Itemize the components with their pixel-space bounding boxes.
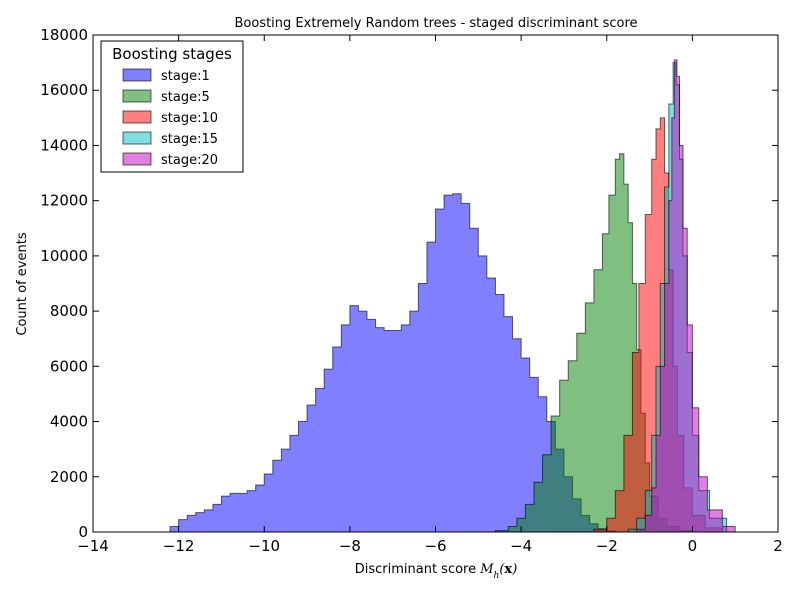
legend-swatch-4 (122, 131, 152, 145)
legend-title: Boosting stages (112, 45, 232, 63)
series-area-1 (161, 193, 616, 533)
y-axis-label: Count of events (15, 232, 30, 335)
x-axis-label: Discriminant score Mh(x) (355, 562, 518, 581)
y-tick-label: 14000 (40, 136, 88, 154)
x-tick-label: −6 (424, 537, 446, 555)
y-tick-label: 8000 (50, 302, 88, 320)
y-tick-label: 16000 (40, 81, 88, 99)
y-tick-label: 4000 (50, 413, 88, 431)
x-tick-label: −4 (510, 537, 532, 555)
y-tick-label: 10000 (40, 247, 88, 265)
x-tick-label: −14 (77, 537, 109, 555)
y-tick-label: 0 (78, 523, 88, 541)
series-area-5 (623, 59, 736, 533)
legend-box (100, 40, 244, 173)
x-tick-label: −12 (163, 537, 195, 555)
x-axis-label-text: Discriminant score (355, 562, 481, 577)
legend-swatch-5 (122, 152, 152, 166)
legend-swatch-3 (122, 110, 152, 124)
plot-area (161, 59, 736, 533)
x-tick-label: 2 (773, 537, 783, 555)
legend-label-4: stage:15 (161, 132, 218, 147)
x-tick-label: −8 (339, 537, 361, 555)
y-tick-label: 6000 (50, 357, 88, 375)
y-tick-label: 2000 (50, 468, 88, 486)
x-axis-label-math: Mh(x) (479, 562, 517, 581)
legend: Boosting stages stage:1 stage:5 stage:10 sta… (100, 40, 244, 173)
y-tick-label: 12000 (40, 192, 88, 210)
legend-label-1: stage:1 (161, 69, 210, 84)
legend-label-2: stage:5 (161, 90, 210, 105)
legend-swatch-2 (122, 89, 152, 103)
legend-label-3: stage:10 (161, 111, 218, 126)
x-tick-label: −10 (248, 537, 280, 555)
axis-ticks: −14 −12 −10 −8 −6 −4 −2 0 2 0 2000 4000 6000 8000 1000… (40, 26, 782, 555)
legend-swatch-1 (122, 68, 152, 82)
y-tick-label: 18000 (40, 26, 88, 44)
x-tick-label: 0 (688, 537, 698, 555)
chart-title: Boosting Extremely Random trees - staged… (234, 16, 637, 31)
x-tick-label: −2 (596, 537, 618, 555)
legend-label-5: stage:20 (161, 153, 218, 168)
